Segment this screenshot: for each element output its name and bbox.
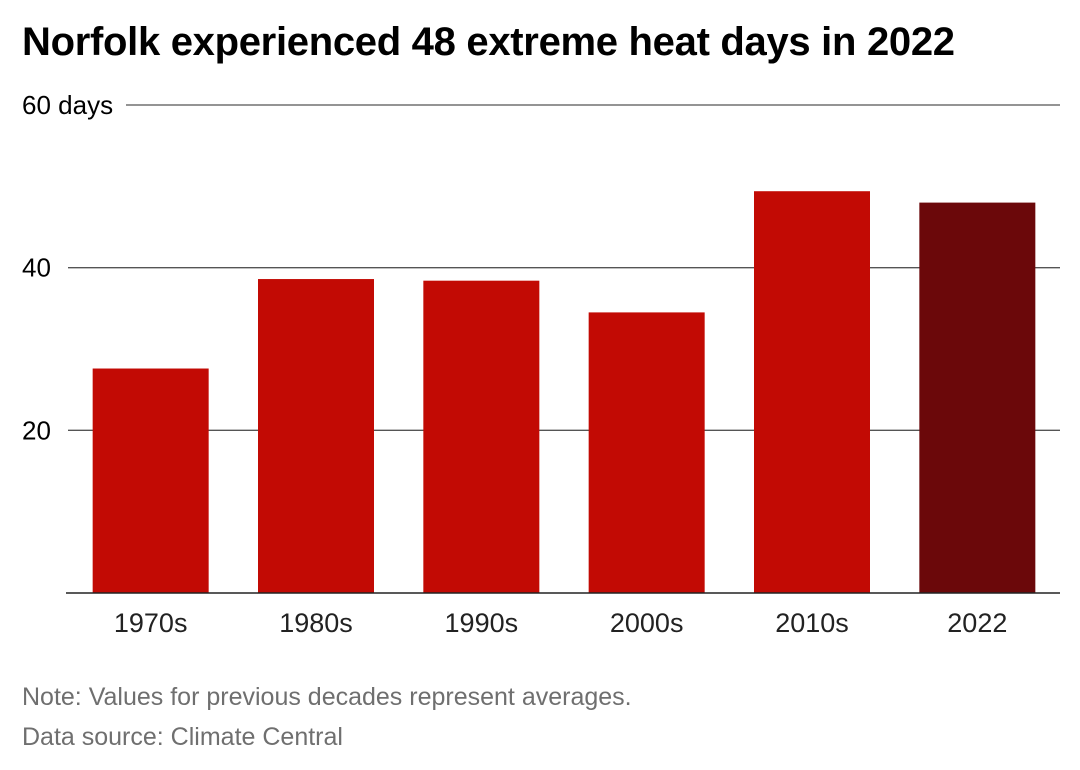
chart-title: Norfolk experienced 48 extreme heat days… — [22, 20, 955, 64]
x-tick-label: 1990s — [445, 608, 519, 638]
source-text: Data source: Climate Central — [22, 723, 343, 751]
x-tick-label: 1980s — [279, 608, 353, 638]
bars — [92, 191, 1036, 594]
x-tick-labels: 1970s 1980s 1990s 2000s 2010s 2022 — [114, 608, 1007, 638]
x-tick-label: 1970s — [114, 608, 188, 638]
gridlines — [68, 104, 1060, 431]
note-text: Note: Values for previous decades repres… — [22, 683, 632, 711]
bar-2022 — [919, 202, 1036, 593]
y-tick-labels: 20 40 60 days — [22, 90, 113, 445]
x-tick-label: 2022 — [947, 608, 1007, 638]
bar-2010s — [754, 191, 870, 594]
bar-1970s — [92, 368, 209, 593]
bar-1990s — [423, 280, 540, 593]
y-tick-label: 40 — [22, 253, 51, 283]
x-tick-label: 2000s — [610, 608, 684, 638]
bar-2000s — [588, 312, 705, 593]
y-tick-label: 60 days — [22, 90, 113, 120]
bar-1980s — [258, 279, 374, 593]
x-tick-label: 2010s — [775, 608, 849, 638]
chart-notes: Note: Values for previous decades repres… — [22, 677, 632, 757]
y-tick-label: 20 — [22, 415, 51, 445]
